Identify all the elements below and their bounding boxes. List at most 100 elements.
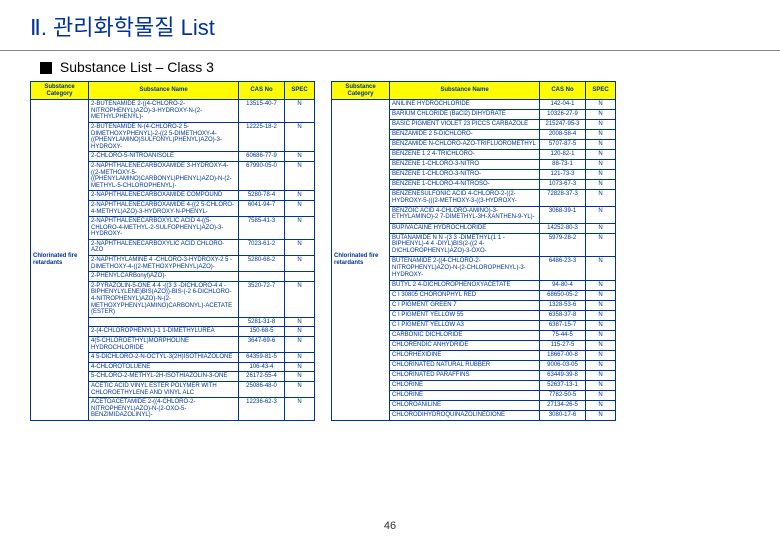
cas-cell: 18667-00-8 [540,351,586,361]
col-header: Substance Category [332,82,390,100]
name-cell: C I PIGMENT YELLOW 55 [390,311,540,321]
name-cell: 2-NAPHTHALENECARBOXAMIDE 4-((2 5-CHLORO-… [89,200,239,216]
name-cell: BARIUM CHLORIDE (BaCl2) DIHYDRATE [390,110,540,120]
spec-cell: N [586,361,616,371]
page-title: Ⅱ. 관리화학물질 List [0,0,780,51]
cas-cell: 121-73-3 [540,170,586,180]
spec-cell: N [586,110,616,120]
subtitle: Substance List – Class 3 [0,51,780,81]
spec-cell: N [586,120,616,130]
name-cell: ANILINE HYDROCHLORIDE [390,100,540,110]
spec-cell: N [285,337,315,353]
cas-cell: 88-73-1 [540,160,586,170]
spec-cell: N [586,281,616,291]
spec-cell [285,272,315,282]
spec-cell: N [586,301,616,311]
cas-cell: 3080-17-6 [540,410,586,420]
cas-cell: 7782-50-5 [540,390,586,400]
cas-cell: 64359-81-5 [239,353,285,363]
name-cell: BENZENE 1-CHLORO-3-NITRO- [390,170,540,180]
name-cell: BUTYL 2 4-DICHLOROPHENOXYACETATE [390,281,540,291]
cas-cell: 52637-13-1 [540,380,586,390]
spec-cell: N [586,400,616,410]
spec-cell: N [586,291,616,301]
cas-cell: 5280-68-2 [239,256,285,272]
name-cell: 2-NAPHTHALENECARBOXYLIC ACID CHLORO-AZO [89,239,239,255]
cas-cell: 63449-39-8 [540,370,586,380]
cas-cell: 94-80-4 [540,281,586,291]
name-cell: 2-PYRAZOLIN-5-ONE 4 4 -((3 3 -DICHLORO-4… [89,281,239,317]
spec-cell: N [586,180,616,190]
name-cell: CHLORINE [390,390,540,400]
spec-cell: N [285,217,315,240]
spec-cell: N [586,223,616,233]
cas-cell: 3647-69-6 [239,337,285,353]
spec-cell: N [586,100,616,110]
name-cell: BUTENAMIDE 2-((4-CHLORO-2-NITROPHENYL)AZ… [390,257,540,281]
cas-cell: 6358-37-8 [540,311,586,321]
spec-cell: N [586,341,616,351]
cas-cell: 25086-48-0 [239,381,285,397]
spec-cell: N [586,233,616,257]
name-cell: BENZAMIDE 2 5-DICHLORO- [390,130,540,140]
name-cell: 2-NAPHTHALENECARBOXYLIC ACID 4-((5-CHLOR… [89,217,239,240]
cas-cell: 5707-87-5 [540,140,586,150]
spec-cell: N [586,311,616,321]
name-cell: CHLOROANILINE [390,400,540,410]
cas-cell: 72828-37-3 [540,190,586,207]
name-cell: BUTANAMIDE N N -(3 3 -DIMETHYL(1 1 -BIPH… [390,233,540,257]
cas-cell: 13515-40-7 [239,100,285,123]
spec-cell: N [285,191,315,201]
name-cell: 5-CHLORO-2-METHYL-2H-ISOTHIAZOLIN-3-ONE [89,372,239,382]
cas-cell: 150-68-5 [239,327,285,337]
cas-cell: 5979-28-2 [540,233,586,257]
name-cell: CHLORHEXIDINE [390,351,540,361]
name-cell: 2-PHENYLCARBonyl)AZO)- [89,272,239,282]
cas-cell: 1328-53-6 [540,301,586,311]
spec-cell: N [285,281,315,317]
name-cell: 2-(4-CHLOROPHENYL)-1 1-DIMETHYLUREA [89,327,239,337]
name-cell: 2-BUTENAMIDE 2-((4-CHLORO-2-NITROPHENYL)… [89,100,239,123]
name-cell: BUPIVACAINE HYDROCHLORIDE [390,223,540,233]
spec-cell: N [586,140,616,150]
cas-cell: 14252-80-3 [540,223,586,233]
cas-cell: 75-44-5 [540,331,586,341]
page-number: 46 [384,520,396,532]
spec-cell: N [586,150,616,160]
cas-cell: 6041-94-7 [239,200,285,216]
name-cell: 2-NAPHTHYLAMINE 4 -CHLORO-3-HYDROXY-2 5 … [89,256,239,272]
col-header: Substance Name [390,82,540,100]
name-cell: ACETOACETAMIDE 2-((4-CHLORO-2-NITROPHENY… [89,398,239,421]
cas-cell: 2008-58-4 [540,130,586,140]
col-header: Substance Category [31,82,89,100]
spec-cell: N [285,327,315,337]
cas-cell: 3520-72-7 [239,281,285,317]
spec-cell: N [586,331,616,341]
spec-cell: N [285,398,315,421]
name-cell: 2-NAPHTHALENECARBOXAMIDE COMPOUND [89,191,239,201]
spec-cell: N [285,200,315,216]
name-cell: CHLORINATED NATURAL RUBBER [390,361,540,371]
cas-cell: 68650-05-2 [540,291,586,301]
name-cell: BENZOIC ACID 4-CHLORO-AMINO)-3-ETHYLAMIN… [390,206,540,223]
spec-cell: N [586,410,616,420]
name-cell: 2-BUTENAMIDE N-(4-CHLORO-2 5-DIMETHOXYPH… [89,122,239,151]
cas-cell: 6387-15-7 [540,321,586,331]
col-header: Substance Name [89,82,239,100]
spec-cell: N [285,239,315,255]
name-cell: CHLORENDIC ANHYDRIDE [390,341,540,351]
name-cell: 2-CHLORO-5-NITROANISOLE [89,152,239,162]
cas-cell: 12225-18-2 [239,122,285,151]
cas-cell: 106-43-4 [239,362,285,372]
spec-cell: N [586,351,616,361]
category-cell: Chlorinated fire retardants [332,100,390,421]
cas-cell [239,272,285,282]
cas-cell: 6486-23-3 [540,257,586,281]
spec-cell: N [285,372,315,382]
name-cell: 4 5-DICHLORO-2-N-OCTYL-3(2H)ISOTHIAZOLON… [89,353,239,363]
name-cell: BENZENESULFONIC ACID 4-CHLORO-2-((2-HYDR… [390,190,540,207]
spec-cell: N [586,190,616,207]
cas-cell: 7023-61-2 [239,239,285,255]
col-header: CAS No [239,82,285,100]
cas-cell: 115-27-5 [540,341,586,351]
